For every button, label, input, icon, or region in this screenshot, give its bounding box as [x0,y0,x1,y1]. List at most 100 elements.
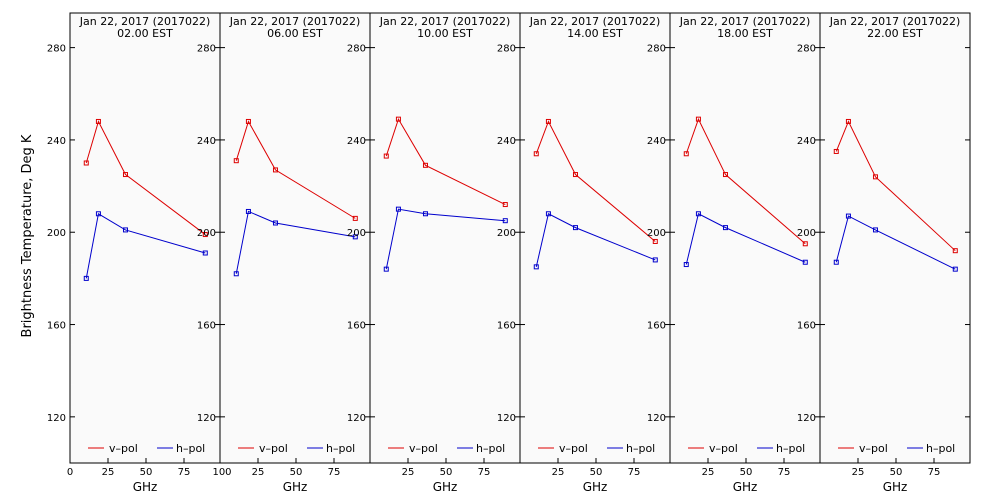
y-tick-label: 200 [497,228,516,239]
data-point-vpol [272,167,278,173]
x-tick-label: 50 [140,467,153,478]
data-point-hpol [245,208,251,214]
y-tick-label: 160 [197,321,216,332]
data-point-hpol [833,259,839,265]
x-tick-label: 75 [778,467,791,478]
data-point-vpol [502,202,508,208]
data-point-hpol [533,264,539,270]
panel-title-date: Jan 22, 2017 (2017022) [529,15,661,28]
series-line-vpol [85,120,206,235]
legend-label-hpol: h–pol [926,442,955,455]
y-tick-label: 280 [347,44,366,55]
y-tick-label: 160 [647,321,666,332]
data-point-hpol [395,206,401,212]
y-tick-label: 240 [497,136,516,147]
y-tick-label: 280 [497,44,516,55]
data-point-hpol [233,271,239,277]
data-point-hpol [502,218,508,224]
data-point-vpol [845,118,851,124]
panels-group: Jan 22, 2017 (2017022) 02.00 EST 120 160 200… [47,12,971,494]
data-point-hpol [83,275,89,281]
series-line-hpol [685,213,806,265]
series-line-vpol [835,120,956,252]
data-point-vpol [572,172,578,178]
data-point-hpol [683,262,689,268]
panel-5: Jan 22, 2017 (2017022)18.00 EST 120 160 200… [647,12,821,494]
y-tick-label: 200 [197,228,216,239]
legend-label-hpol: h–pol [626,442,655,455]
data-point-vpol [695,116,701,122]
x-tick-label: 25 [852,467,865,478]
legend-label-vpol: v–pol [859,442,888,455]
data-point-vpol [395,116,401,122]
y-tick-label: 120 [197,413,216,424]
panel-title-date: Jan 22, 2017 (2017022) [829,15,961,28]
y-tick-label: 120 [347,413,366,424]
x-tick-label: 50 [740,467,753,478]
x-tick-label: 100 [212,467,231,478]
panel-frame [819,12,971,464]
y-axis-label: Brightness Temperature, Deg K [20,134,35,337]
series-line-hpol [835,215,956,270]
data-point-hpol [122,227,128,233]
series-line-vpol [685,117,806,245]
x-tick-label: 0 [67,467,73,478]
series-line-hpol [385,208,506,270]
data-point-vpol [83,160,89,166]
data-point-hpol [802,259,808,265]
legend-label-vpol: v–pol [709,442,738,455]
panel-frame [669,12,821,464]
panel-frame [519,12,671,464]
panel-title-time: 14.00 EST [567,27,623,40]
legend-label-hpol: h–pol [476,442,505,455]
x-tick-label: 25 [702,467,715,478]
panel-title-time: 18.00 EST [717,27,773,40]
x-axis-label: GHz [433,480,458,494]
y-tick-label: 200 [347,228,366,239]
data-point-hpol [722,225,728,231]
data-point-vpol [422,162,428,168]
data-point-vpol [833,148,839,154]
panel-1: Jan 22, 2017 (2017022)02.00 EST 120 160 200… [47,12,232,494]
y-tick-label: 280 [797,44,816,55]
x-tick-label: 75 [478,467,491,478]
y-tick-label: 280 [47,44,66,55]
data-point-vpol [533,151,539,157]
data-point-vpol [122,172,128,178]
legend-label-hpol: h–pol [776,442,805,455]
legend-label-vpol: v–pol [559,442,588,455]
panel-frame [219,12,371,464]
y-tick-label: 240 [797,136,816,147]
data-point-hpol [652,257,658,263]
y-tick-label: 200 [647,228,666,239]
panel-title-time: 06.00 EST [267,27,323,40]
data-point-vpol [383,153,389,159]
data-point-vpol [722,172,728,178]
series-line-vpol [385,117,506,205]
data-point-hpol [545,211,551,217]
series-line-hpol [85,212,206,279]
data-point-vpol [802,241,808,247]
data-point-hpol [695,211,701,217]
panel-title-date: Jan 22, 2017 (2017022) [379,15,511,28]
y-tick-label: 160 [47,321,66,332]
series-line-vpol [235,120,356,219]
panel-2: Jan 22, 2017 (2017022)06.00 EST 120 160 200… [197,12,371,494]
data-point-hpol [422,211,428,217]
data-point-hpol [202,250,208,256]
x-axis-label: GHz [583,480,608,494]
y-tick-label: 240 [197,136,216,147]
data-point-hpol [383,266,389,272]
data-point-hpol [352,234,358,240]
legend-label-hpol: h–pol [326,442,355,455]
y-tick-label: 240 [347,136,366,147]
data-point-vpol [545,118,551,124]
series-line-hpol [235,210,356,274]
x-tick-label: 25 [402,467,415,478]
data-point-vpol [683,151,689,157]
x-axis-label: GHz [283,480,308,494]
panel-title-time: 02.00 EST [117,27,173,40]
y-tick-label: 280 [647,44,666,55]
panel-6: Jan 22, 2017 (2017022)22.00 EST 120 160 200… [797,12,971,494]
x-tick-label: 50 [590,467,603,478]
